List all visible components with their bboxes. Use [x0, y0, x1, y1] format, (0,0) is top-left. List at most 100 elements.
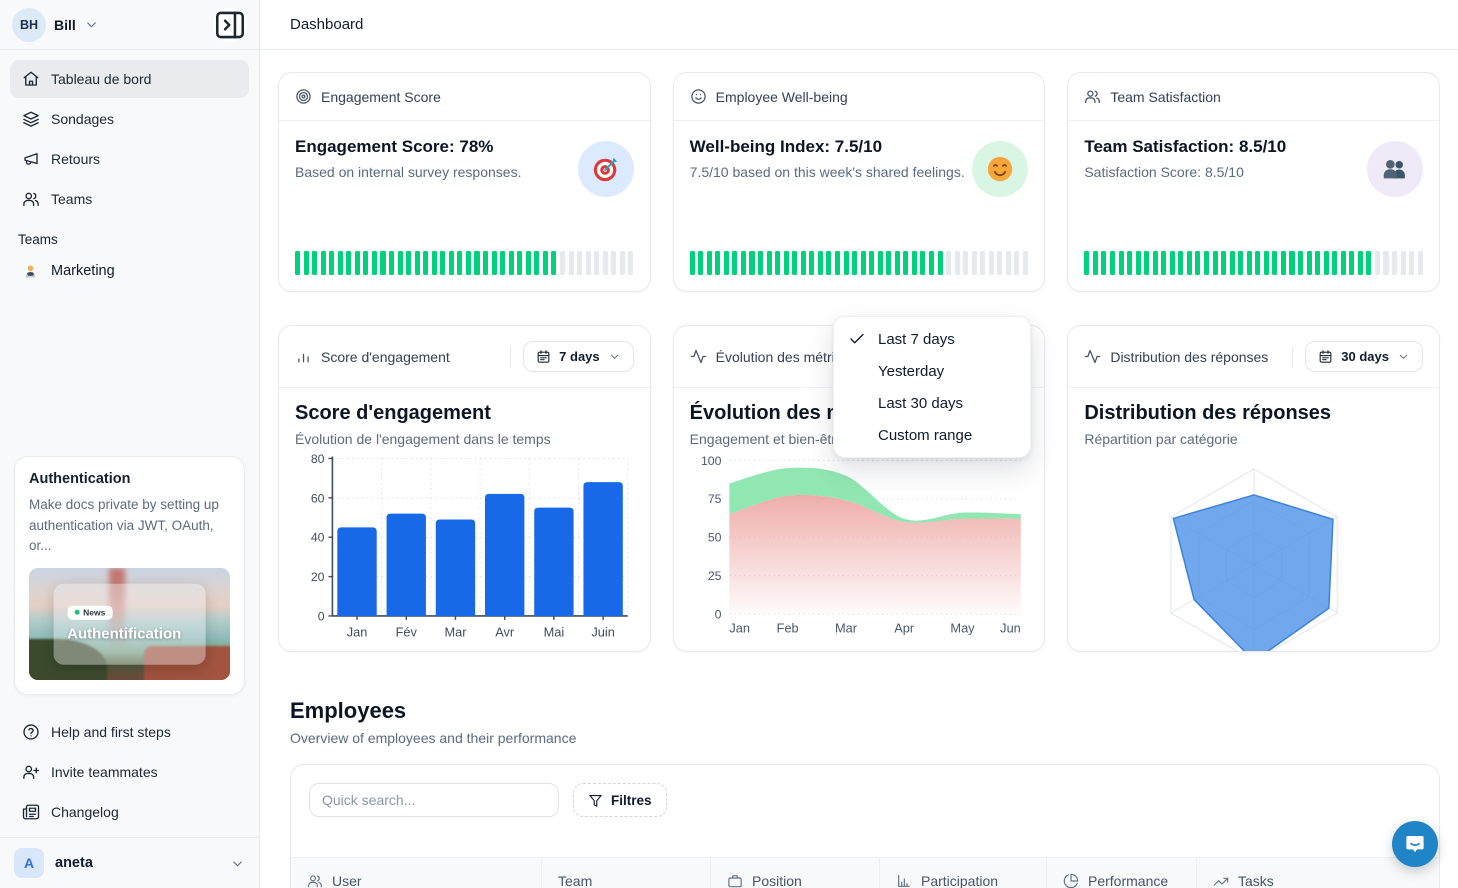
- sidebar-item-teams[interactable]: Teams: [10, 180, 249, 218]
- range-selector-button[interactable]: 30 days: [1305, 341, 1423, 372]
- menu-item-custom-range[interactable]: Custom range: [878, 426, 973, 444]
- progress-segment-empty: [997, 251, 1003, 275]
- home-icon: [22, 70, 40, 88]
- svg-text:Avr: Avr: [495, 625, 515, 640]
- activity-icon: [690, 348, 707, 365]
- sidebar-item-retours[interactable]: Retours: [10, 140, 249, 178]
- progress-segment-empty: [628, 251, 634, 275]
- target-icon: [295, 88, 312, 105]
- briefcase-icon: [727, 873, 743, 888]
- bar-chart-mini-icon: [295, 348, 312, 365]
- progress-segment-filled: [406, 251, 412, 275]
- menu-item-last-30-days[interactable]: Last 30 days: [878, 394, 964, 412]
- range-selector-button[interactable]: 7 days: [523, 341, 634, 372]
- metric-subtitle: Satisfaction Score: 8.5/10: [1084, 164, 1244, 180]
- progress-segment-filled: [1092, 251, 1098, 275]
- metric-subtitle: Based on internal survey responses.: [295, 164, 522, 180]
- sidebar-footer-nav: Help and first steps Invite teammates Chan…: [0, 707, 259, 831]
- metric-card-wellbeing: Employee Well-being Well-being Index: 7.…: [672, 72, 1046, 292]
- smiling-face-emoji-icon: [972, 141, 1029, 197]
- chart-card-response-distribution: Distribution des réponses 30 days Distri…: [1067, 325, 1440, 652]
- svg-text:0: 0: [714, 607, 721, 621]
- progress-segment-filled: [869, 251, 875, 275]
- sidebar-collapse-button[interactable]: [213, 7, 247, 42]
- column-header-performance[interactable]: Performance: [1046, 858, 1196, 888]
- progress-segment-filled: [312, 251, 318, 275]
- menu-item-last-7-days[interactable]: Last 7 days: [834, 323, 1030, 355]
- sidebar-item-sondages[interactable]: Sondages: [10, 100, 249, 138]
- sidebar: BH Bill Tableau de bord Sondages Retours Te…: [0, 0, 260, 888]
- progress-segment-filled: [1152, 251, 1158, 275]
- column-header-user[interactable]: User: [291, 858, 541, 888]
- svg-text:Fév: Fév: [396, 625, 418, 640]
- progress-segment-empty: [1374, 251, 1380, 275]
- progress-segment-empty: [619, 251, 625, 275]
- progress-segment-filled: [491, 251, 497, 275]
- progress-segment-empty: [988, 251, 994, 275]
- progress-segment-filled: [371, 251, 377, 275]
- progress-bar: [1084, 251, 1423, 275]
- progress-segment-empty: [611, 251, 617, 275]
- bar-mar: [435, 519, 476, 616]
- progress-segment-empty: [1022, 251, 1029, 275]
- chart-card-engagement-score: Score d'engagement 7 days Score d'engage…: [278, 325, 651, 652]
- column-header-tasks[interactable]: Tasks: [1196, 858, 1439, 888]
- promo-card-authentication[interactable]: Authentication Make docs private by sett…: [14, 456, 245, 695]
- sidebar-item-changelog[interactable]: Changelog: [10, 793, 249, 831]
- area-chart: 0 25 50 75 100 Jan Feb Mar Apr May Jun: [701, 454, 1021, 636]
- chevron-down-icon: [608, 350, 621, 363]
- chat-launcher-button[interactable]: [1392, 821, 1438, 867]
- sidebar-item-invite-teammates[interactable]: Invite teammates: [10, 753, 249, 791]
- progress-segment-filled: [1118, 251, 1124, 275]
- progress-segment-filled: [534, 251, 540, 275]
- progress-segment-filled: [1221, 251, 1227, 275]
- sidebar-user-row[interactable]: BH Bill: [0, 0, 259, 50]
- chevron-down-icon: [84, 17, 99, 32]
- chart-title: Score d'engagement: [295, 402, 491, 424]
- progress-segment-filled: [1263, 251, 1269, 275]
- progress-segment-filled: [723, 251, 729, 275]
- progress-segment-filled: [1212, 251, 1218, 275]
- progress-segment-filled: [1315, 251, 1321, 275]
- column-header-team[interactable]: Team: [541, 858, 710, 888]
- card-header-label: Score d'engagement: [321, 348, 450, 365]
- progress-segment-filled: [431, 251, 437, 275]
- metric-subtitle: 7.5/10 based on this week's shared feeli…: [689, 164, 965, 180]
- promo-image-overlay: News Authentification: [53, 583, 206, 665]
- progress-segment-filled: [1246, 251, 1252, 275]
- progress-segment-empty: [1409, 251, 1415, 275]
- card-header-label: Distribution des réponses: [1110, 348, 1269, 365]
- page-title: Dashboard: [290, 16, 364, 33]
- column-header-participation[interactable]: Participation: [879, 858, 1046, 888]
- progress-segment-filled: [903, 251, 909, 275]
- employees-table-card: Filtres UserTeamPositionParticipationPer…: [290, 764, 1440, 888]
- filters-button[interactable]: Filtres: [573, 783, 667, 817]
- column-header-position[interactable]: Position: [710, 858, 879, 888]
- teams-list: Marketing: [0, 253, 259, 289]
- progress-segment-filled: [525, 251, 531, 275]
- progress-segment-empty: [1383, 251, 1389, 275]
- progress-segment-filled: [500, 251, 506, 275]
- progress-segment-filled: [706, 251, 712, 275]
- svg-text:75: 75: [707, 492, 721, 506]
- progress-segment-filled: [740, 251, 746, 275]
- chat-bubble-icon: [1406, 836, 1424, 853]
- progress-segment-empty: [577, 251, 583, 275]
- chart-subtitle: Évolution de l'engagement dans le temps: [295, 431, 551, 447]
- sidebar-team-marketing[interactable]: Marketing: [0, 253, 259, 289]
- sidebar-item-tableau-de-bord[interactable]: Tableau de bord: [10, 60, 249, 98]
- svg-text:50: 50: [707, 531, 721, 545]
- progress-segment-filled: [448, 251, 454, 275]
- progress-segment-filled: [483, 251, 489, 275]
- menu-item-yesterday[interactable]: Yesterday: [878, 362, 945, 380]
- megaphone-icon: [22, 150, 40, 168]
- users-icon: [1084, 88, 1101, 105]
- smile-icon: [690, 88, 707, 105]
- progress-segment-empty: [1014, 251, 1020, 275]
- sidebar-item-help-and-first-steps[interactable]: Help and first steps: [10, 713, 249, 751]
- search-input[interactable]: [309, 783, 559, 817]
- progress-segment-filled: [698, 251, 704, 275]
- progress-segment-filled: [1323, 251, 1329, 275]
- progress-segment-filled: [1101, 251, 1107, 275]
- workspace-switcher[interactable]: A aneta: [0, 837, 259, 888]
